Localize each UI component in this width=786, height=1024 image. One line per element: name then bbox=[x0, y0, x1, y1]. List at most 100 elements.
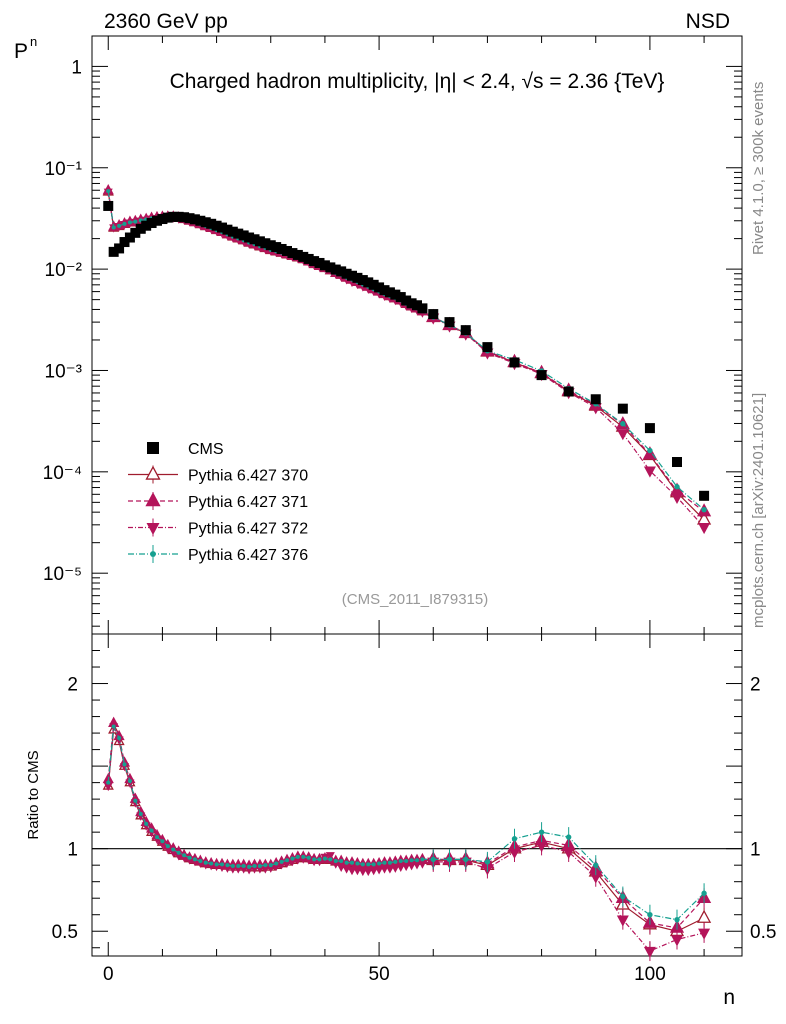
x-axis-label: n bbox=[723, 986, 735, 1009]
cms-point bbox=[152, 215, 162, 226]
ratio-point-376 bbox=[295, 854, 300, 859]
ratio-point-372 bbox=[385, 865, 395, 874]
ratio-point-372 bbox=[369, 866, 379, 876]
ratio-point-376 bbox=[165, 844, 170, 849]
cms-point bbox=[390, 289, 401, 300]
mc-point-376 bbox=[620, 421, 626, 427]
axis-ticks bbox=[92, 36, 742, 956]
ratio-point-372 bbox=[125, 779, 135, 788]
cms-point bbox=[352, 272, 363, 283]
cms-point bbox=[238, 230, 249, 241]
cms-point bbox=[617, 403, 628, 414]
ratio-point-376 bbox=[393, 859, 398, 864]
ratio-point-376 bbox=[404, 859, 409, 864]
ratio-point-376 bbox=[154, 835, 160, 840]
legend-marker bbox=[146, 522, 160, 535]
x-tick-label: 0 bbox=[103, 964, 114, 985]
ratio-point-372 bbox=[271, 862, 281, 872]
ratio-point-376 bbox=[430, 856, 436, 863]
ratio-point-376 bbox=[192, 857, 197, 862]
ratio-point-376 bbox=[409, 858, 414, 863]
cms-point bbox=[357, 275, 368, 286]
ratio-point-376 bbox=[133, 798, 138, 803]
ratio-point-376 bbox=[290, 856, 295, 861]
ratio-point-372 bbox=[282, 859, 292, 868]
ratio-point-376 bbox=[565, 834, 572, 840]
ratio-point-376 bbox=[398, 859, 403, 864]
cms-point bbox=[135, 223, 146, 234]
ratio-point-376 bbox=[198, 859, 203, 864]
ratio-point-372 bbox=[136, 812, 146, 821]
x-tick-label: 100 bbox=[634, 964, 666, 985]
ratio-point-376 bbox=[511, 836, 518, 842]
ratio-point-372 bbox=[698, 928, 711, 940]
y-axis-label: P bbox=[14, 40, 28, 63]
ratio-point-372 bbox=[412, 861, 422, 870]
ratio-tick-label: 0.5 bbox=[52, 922, 78, 943]
cms-point bbox=[103, 200, 114, 211]
y-tick-label: 10⁻¹ bbox=[45, 159, 83, 180]
ratio-point-372 bbox=[152, 835, 162, 844]
cms-point bbox=[406, 298, 417, 309]
legend-label: Pythia 6.427 372 bbox=[188, 521, 308, 538]
ratio-point-372 bbox=[508, 847, 521, 859]
cms-point bbox=[298, 251, 309, 262]
ratio-point-376 bbox=[328, 857, 333, 862]
cms-point bbox=[325, 262, 336, 273]
cms-point bbox=[672, 457, 682, 468]
cms-point bbox=[130, 227, 141, 238]
ratio-point-376 bbox=[414, 858, 420, 863]
ratio-point-376 bbox=[484, 859, 491, 865]
ratio-point-372 bbox=[293, 856, 303, 865]
ratio-tick-label: 2 bbox=[67, 675, 78, 696]
ratio-point-372 bbox=[396, 863, 406, 873]
y-axis-label-sub: n bbox=[30, 34, 37, 49]
cms-point bbox=[271, 242, 282, 253]
ratio-point-372 bbox=[407, 862, 417, 871]
mc-point-376 bbox=[106, 189, 111, 194]
ratio-point-376 bbox=[674, 916, 680, 923]
cms-point bbox=[146, 218, 157, 229]
analysis-id: (CMS_2011_I879315) bbox=[342, 591, 488, 608]
cms-point bbox=[379, 285, 390, 296]
legend-marker bbox=[147, 442, 159, 454]
legend-label: CMS bbox=[188, 441, 224, 458]
legend-label: Pythia 6.427 376 bbox=[188, 547, 308, 564]
ratio-point-376 bbox=[420, 857, 425, 862]
header-right: NSD bbox=[686, 10, 730, 33]
rivet-label: Rivet 4.1.0, ≥ 300k events bbox=[750, 82, 767, 255]
cms-series bbox=[103, 200, 710, 501]
ratio-point-372 bbox=[643, 946, 656, 958]
ratio-line-372 bbox=[107, 726, 705, 952]
mc-point-376 bbox=[647, 447, 653, 454]
ratio-point-376 bbox=[203, 860, 208, 865]
cms-point bbox=[309, 256, 320, 267]
ratio-point-372 bbox=[363, 867, 373, 877]
cms-point bbox=[314, 257, 325, 268]
cms-point bbox=[179, 212, 190, 223]
mc-point-376 bbox=[122, 221, 127, 226]
mc-point-376 bbox=[133, 219, 138, 224]
x-tick-label: 50 bbox=[369, 964, 390, 985]
cms-point bbox=[233, 228, 244, 239]
cms-point bbox=[119, 237, 130, 248]
ratio-point-376 bbox=[538, 829, 545, 835]
mc-point-376 bbox=[701, 506, 707, 513]
ratio-point-376 bbox=[647, 912, 653, 918]
mc-point-376 bbox=[111, 225, 116, 230]
ratio-point-376 bbox=[247, 864, 252, 869]
cms-point bbox=[368, 279, 379, 290]
ratio-point-376 bbox=[171, 847, 176, 852]
mc-point-372 bbox=[698, 523, 711, 535]
ratio-point-376 bbox=[360, 862, 365, 867]
ratio-point-372 bbox=[562, 847, 575, 859]
ratio-point-376 bbox=[306, 855, 311, 860]
ratio-point-370 bbox=[696, 909, 712, 923]
ratio-point-376 bbox=[117, 736, 122, 741]
cms-point bbox=[200, 217, 211, 228]
ratio-point-376 bbox=[463, 856, 469, 863]
cms-point bbox=[265, 240, 276, 251]
cms-point bbox=[276, 243, 287, 254]
y-tick-label: 1 bbox=[71, 57, 82, 78]
cms-point bbox=[319, 260, 330, 271]
